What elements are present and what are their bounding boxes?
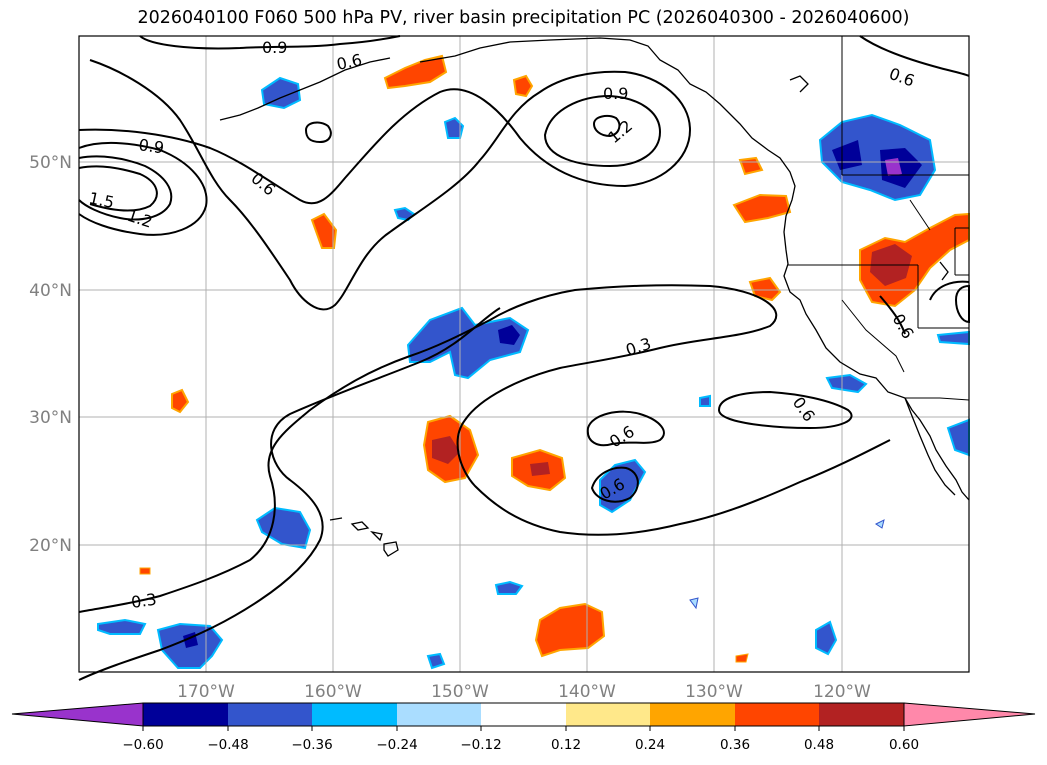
- lat-label: 40°N: [29, 281, 72, 301]
- colorbar-extend-right: [903, 702, 1036, 727]
- precip-blob-neg: [880, 148, 922, 188]
- precip-blob-pos: [735, 653, 749, 663]
- contour-label: 0.9: [137, 135, 165, 157]
- precip-blob-neg: [689, 597, 699, 610]
- lon-label: 170°W: [177, 682, 235, 702]
- contour-label: 1.5: [87, 188, 116, 212]
- lon-label: 150°W: [431, 682, 489, 702]
- precip-blob-pos: [432, 436, 460, 464]
- colorbar-tick-label: −0.36: [291, 737, 332, 753]
- precip-blob-neg: [875, 519, 885, 529]
- contour-label: 0.9: [262, 38, 287, 57]
- colorbar-segment: [228, 703, 312, 726]
- precip-blob-pos: [530, 462, 550, 476]
- colorbar-tick-label: 0.36: [720, 737, 750, 753]
- lat-labels: 50°N 40°N 30°N 20°N: [29, 153, 72, 556]
- precip-blob-neg: [255, 506, 312, 550]
- lon-labels: 170°W 160°W 150°W 140°W 130°W 120°W: [177, 682, 871, 702]
- precip-blob-neg: [825, 373, 868, 394]
- precip-blob-neg: [260, 76, 302, 110]
- lon-label: 160°W: [304, 682, 362, 702]
- precip-blob-pos: [310, 212, 338, 249]
- colorbar-tick-label: −0.12: [460, 737, 501, 753]
- colorbar-tick-label: 0.60: [889, 737, 919, 753]
- precip-blob-neg: [936, 330, 970, 346]
- colorbar-segment: [143, 703, 228, 726]
- precip-blob-neg: [699, 394, 711, 407]
- colorbar: −0.60 −0.48 −0.36 −0.24 −0.12 0.12 0.24 …: [11, 702, 1036, 753]
- precip-blob-pos: [732, 193, 792, 224]
- precip-shading: [97, 54, 970, 670]
- coastlines: [219, 37, 970, 557]
- map-frame: [78, 35, 970, 673]
- precip-blob-pos: [171, 388, 190, 414]
- precip-blob-neg: [97, 618, 147, 635]
- precip-blob-neg: [426, 652, 446, 670]
- lon-label: 140°W: [558, 682, 616, 702]
- lon-label: 130°W: [685, 682, 743, 702]
- contour-label: 0.6: [335, 50, 364, 74]
- contour-label: 0.9: [603, 84, 628, 103]
- colorbar-segment: [566, 703, 650, 726]
- contour-label: 0.3: [130, 590, 158, 612]
- colorbar-tick-label: −0.60: [122, 737, 163, 753]
- colorbar-segment: [397, 703, 481, 726]
- colorbar-segment: [312, 703, 397, 726]
- colorbar-segment: [819, 703, 904, 726]
- precip-blob-pos: [748, 276, 782, 302]
- colorbar-tick-label: 0.24: [635, 737, 665, 753]
- lon-label: 120°W: [813, 682, 871, 702]
- colorbar-segment: [735, 703, 819, 726]
- figure-title: 2026040100 F060 500 hPa PV, river basin …: [137, 8, 910, 28]
- graticule: [79, 36, 969, 672]
- lat-label: 50°N: [29, 153, 72, 173]
- political-borders: [788, 36, 970, 401]
- lat-label: 20°N: [29, 536, 72, 556]
- precip-blob-neg: [498, 325, 520, 345]
- lat-label: 30°N: [29, 408, 72, 428]
- precip-blob-pos: [512, 74, 534, 98]
- precip-blob-neg: [494, 580, 524, 595]
- colorbar-segment: [650, 703, 735, 726]
- colorbar-segment: [481, 703, 566, 726]
- precip-blob-pos: [383, 54, 448, 90]
- precip-blob-neg: [815, 620, 838, 656]
- colorbar-extend-left: [11, 702, 144, 727]
- precip-blob-neg: [406, 306, 530, 380]
- pv-contours: [78, 35, 970, 681]
- precip-blob-neg: [443, 116, 465, 139]
- colorbar-tick-label: 0.12: [551, 737, 581, 753]
- colorbar-ticks: [142, 726, 905, 731]
- precip-blob-pos: [139, 567, 151, 575]
- colorbar-tick-label: −0.24: [376, 737, 417, 753]
- colorbar-tick-label: 0.48: [804, 737, 834, 753]
- colorbar-tick-label: −0.48: [207, 737, 248, 753]
